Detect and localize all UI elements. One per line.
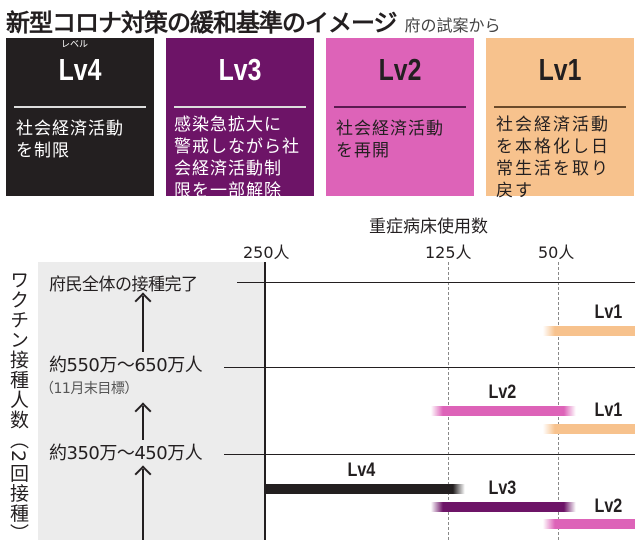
bar-lv1 xyxy=(543,326,635,336)
level-card-lv3: Lv3 感染急拡大に 警戒しながら社 会経済活動制 限を一部解除 xyxy=(166,38,314,201)
arrow-up-icon xyxy=(142,469,144,540)
bar-label: Lv1 xyxy=(594,400,623,421)
row-label: 約350万～450万人 xyxy=(49,443,203,464)
level-description: 社会経済活動 を制限 xyxy=(16,119,124,161)
bar-label: Lv1 xyxy=(594,302,623,323)
level-card-lv2: Lv2 社会経済活動 を再開 xyxy=(326,38,474,196)
title-row: 新型コロナ対策の緩和基準のイメージ 府の試案から xyxy=(6,3,501,38)
tick-50: 50人 xyxy=(538,243,575,262)
level-label: Lv2 xyxy=(378,52,422,87)
level-label: Lv3 xyxy=(218,52,262,87)
divider xyxy=(334,106,466,108)
level-label: Lv4 xyxy=(58,52,102,87)
gridline-50 xyxy=(558,262,559,540)
bar-lv4 xyxy=(265,484,465,494)
arrow-up-icon xyxy=(142,406,144,440)
level-description: 社会経済活動 を本格化し日 常生活を取り 戻す xyxy=(496,115,610,201)
divider xyxy=(174,106,306,108)
level-card-lv4: レベル Lv4 社会経済活動 を制限 xyxy=(6,38,154,196)
bar-lv3 xyxy=(431,502,576,512)
tick-250: 250人 xyxy=(243,243,290,262)
bar-lv2 xyxy=(431,406,576,416)
level-label: Lv1 xyxy=(538,52,582,87)
row-line xyxy=(237,282,635,283)
row-label: 府民全体の接種完了 xyxy=(49,275,198,295)
bar-lv2 xyxy=(543,519,635,529)
bar-label: Lv2 xyxy=(488,382,517,403)
page-title: 新型コロナ対策の緩和基準のイメージ xyxy=(6,9,398,37)
bar-label: Lv4 xyxy=(347,460,376,481)
bar-label: Lv2 xyxy=(594,496,623,517)
divider xyxy=(14,106,146,108)
level-description: 社会経済活動 を再開 xyxy=(336,119,444,161)
level-card-lv1: Lv1 社会経済活動 を本格化し日 常生活を取り 戻す xyxy=(486,38,634,201)
vaccine-panel xyxy=(38,262,264,540)
bar-label: Lv3 xyxy=(488,478,517,499)
row-note: （11月末目標） xyxy=(40,381,138,397)
divider xyxy=(494,106,626,108)
gridline-125 xyxy=(448,262,449,540)
subtitle: 府の試案から xyxy=(404,16,501,35)
level-ruby: レベル xyxy=(61,40,89,50)
row-line xyxy=(224,367,635,368)
tick-125: 125人 xyxy=(425,243,472,262)
x-axis-title: 重症病床使用数 xyxy=(369,217,488,237)
bar-lv1 xyxy=(543,424,635,434)
row-label: 約550万～650万人 xyxy=(49,355,203,376)
y-axis-title: ワクチン接種人数（2回接種） xyxy=(7,270,29,543)
level-description: 感染急拡大に 警戒しながら社 会経済活動制 限を一部解除 xyxy=(174,115,300,201)
arrow-up-icon xyxy=(142,296,144,352)
axis-line-250 xyxy=(264,262,266,540)
row-line xyxy=(224,454,635,455)
